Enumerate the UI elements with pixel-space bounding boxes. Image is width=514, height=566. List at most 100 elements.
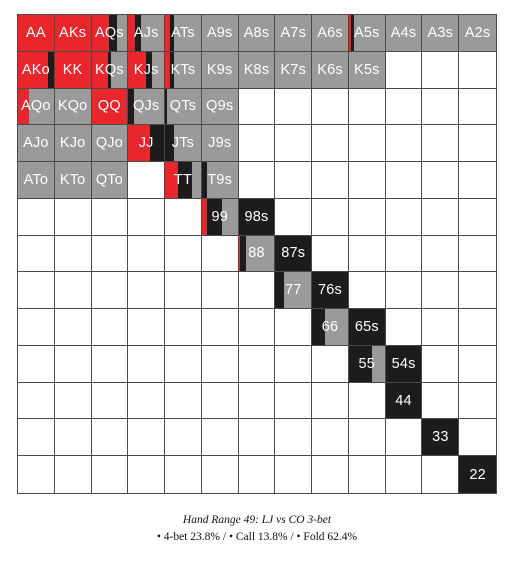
- hand-cell: [18, 345, 55, 383]
- hand-label: 87s: [281, 245, 306, 262]
- hand-cell: [201, 235, 239, 273]
- hand-cell: [238, 272, 276, 310]
- hand-cell: [459, 272, 496, 310]
- hand-cell: Q9s: [201, 88, 239, 126]
- hand-cell: QTs: [165, 88, 202, 126]
- hand-cell: [385, 51, 423, 89]
- raise-segment: [54, 51, 91, 88]
- hand-cell: AQo: [18, 88, 55, 126]
- call-segment: [351, 15, 354, 51]
- fold-segment: [348, 51, 385, 88]
- fold-segment: [18, 162, 54, 198]
- hand-cell: [91, 419, 129, 457]
- fold-segment: [459, 15, 496, 51]
- hand-cell: [385, 162, 423, 199]
- hand-label: A3s: [427, 24, 454, 41]
- hand-cell: [385, 272, 423, 310]
- hand-cell: [91, 272, 129, 310]
- hand-label: AA: [26, 24, 46, 41]
- hand-cell: [459, 89, 496, 126]
- fold-segment: [116, 15, 128, 51]
- hand-cell: [275, 309, 313, 346]
- hand-cell: [422, 345, 460, 383]
- hand-label: KK: [62, 61, 83, 78]
- hand-cell: [422, 51, 460, 89]
- hand-cell: [385, 125, 423, 163]
- hand-label: K6s: [317, 61, 343, 78]
- hand-cell: 22: [459, 456, 496, 493]
- hand-label: QTo: [95, 171, 124, 188]
- hand-cell: [128, 456, 166, 493]
- hand-cell: [239, 456, 276, 493]
- hand-label: KTo: [59, 171, 86, 188]
- hand-cell: 54s: [385, 345, 423, 383]
- hand-cell: [18, 419, 55, 457]
- hand-cell: [312, 162, 349, 199]
- fold-segment: [245, 235, 275, 272]
- fold-segment: [28, 88, 54, 125]
- hand-cell: K7s: [275, 51, 313, 89]
- hand-cell: [238, 309, 276, 346]
- hand-label: ATo: [23, 171, 49, 188]
- hand-label: QJo: [95, 135, 124, 152]
- hand-cell: JTs: [165, 125, 202, 163]
- hand-cell: [312, 235, 349, 273]
- hand-cell: QJs: [128, 88, 166, 126]
- fold-segment: [54, 88, 91, 125]
- hand-cell: [54, 198, 92, 236]
- hand-label: K7s: [280, 61, 307, 78]
- hand-cell: [91, 345, 129, 383]
- hand-cell: 33: [422, 419, 460, 457]
- fold-segment: [111, 51, 128, 88]
- fold-segment: [201, 15, 238, 51]
- fold-segment: [207, 162, 238, 198]
- hand-cell: [201, 309, 239, 346]
- call-segment: [107, 51, 112, 88]
- hand-cell: A5s: [348, 15, 386, 52]
- hand-cell: [275, 419, 313, 457]
- hand-cell: AA: [18, 15, 55, 52]
- hand-label: K8s: [243, 61, 270, 78]
- hand-cell: [54, 419, 92, 457]
- call-segment: [170, 15, 174, 51]
- hand-cell: A7s: [275, 15, 313, 52]
- hand-label: 77: [284, 282, 302, 299]
- hand-cell: JJ: [128, 125, 166, 163]
- hand-cell: KQo: [54, 88, 92, 126]
- hand-cell: [459, 125, 496, 163]
- hand-cell: [348, 125, 386, 163]
- hand-cell: [238, 125, 276, 163]
- call-segment: [149, 125, 165, 162]
- hand-cell: [54, 382, 92, 420]
- hand-cell: [385, 419, 423, 457]
- hand-cell: [54, 235, 92, 273]
- hand-label: A2s: [464, 24, 491, 41]
- call-segment: [240, 235, 246, 272]
- hand-cell: [275, 162, 313, 199]
- fold-segment: [238, 15, 275, 51]
- raise-segment: [128, 125, 150, 162]
- fold-segment: [238, 51, 275, 88]
- hand-cell: [128, 198, 166, 236]
- raise-segment: [18, 51, 49, 88]
- fold-segment: [151, 51, 165, 88]
- fold-segment: [312, 51, 348, 88]
- fold-segment: [54, 162, 91, 198]
- hand-cell: TT: [165, 162, 202, 199]
- hand-label: 65s: [354, 319, 379, 336]
- hand-cell: [459, 346, 496, 383]
- hand-cell: [238, 345, 276, 383]
- hand-label: 66: [321, 319, 339, 336]
- caption-legend: • 4-bet 23.8% / • Call 13.8% / • Fold 62…: [156, 531, 358, 543]
- hand-cell: [201, 272, 239, 310]
- hand-label: A4s: [390, 24, 417, 41]
- fold-segment: [174, 15, 201, 51]
- hand-cell: [348, 419, 386, 457]
- hand-cell: [459, 162, 496, 199]
- hand-cell: QQ: [91, 88, 129, 126]
- fold-segment: [275, 15, 312, 51]
- caption-title: Hand Range 49: LJ vs CO 3-bet: [182, 514, 332, 526]
- hand-label: QTs: [169, 98, 197, 115]
- hand-cell: [459, 236, 496, 273]
- fold-segment: [201, 51, 238, 88]
